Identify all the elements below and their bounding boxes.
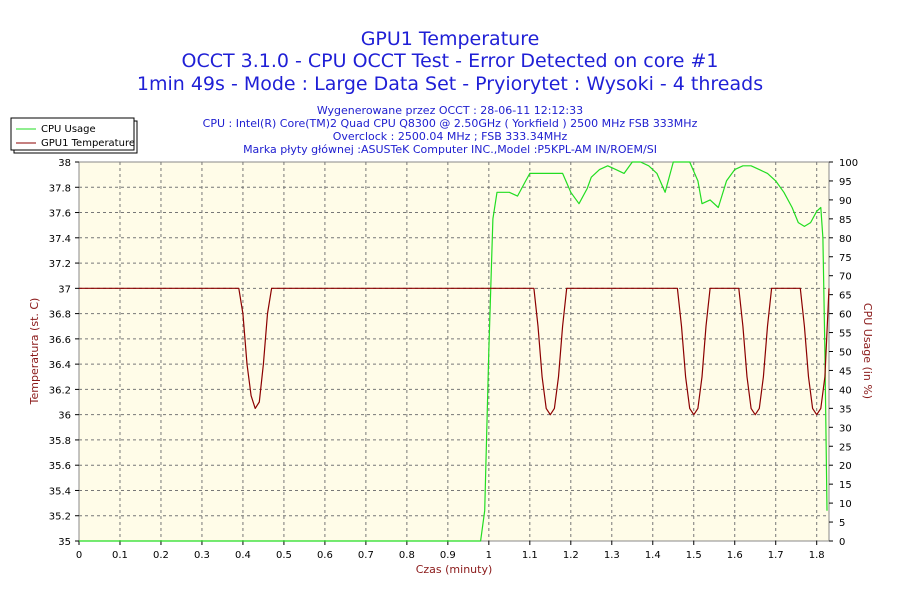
y-left-tick-label: 35.4	[49, 486, 71, 497]
y-right-tick-label: 30	[839, 423, 852, 434]
y-left-tick-label: 35.6	[49, 461, 71, 472]
y-left-tick-label: 37.4	[49, 234, 71, 245]
y-left-tick-label: 37.2	[49, 259, 71, 270]
series-line-gpu1-temperature	[79, 287, 830, 416]
y-axis-left-ticks: 35 35.2 35.4 35.6 35.8 36 36.2 36.4 36.6 36.8 37 37…	[49, 158, 79, 548]
y-right-tick-label: 65	[839, 291, 852, 302]
series-line-cpu-usage	[79, 161, 828, 542]
x-tick-label: 1.4	[645, 550, 661, 561]
y-axis-left-label: Temperatura (st. C)	[28, 298, 41, 406]
y-right-tick-label: 75	[839, 253, 852, 264]
plot-area	[78, 161, 830, 542]
chart-title: GPU1 Temperature	[361, 28, 540, 50]
x-tick-label: 0.4	[235, 550, 251, 561]
y-left-tick-label: 36	[58, 411, 71, 422]
chart-subtitle-2: 1min 49s - Mode : Large Data Set - Pryio…	[137, 73, 763, 95]
y-left-tick-label: 35.8	[49, 436, 71, 447]
y-left-tick-label: 36.6	[49, 335, 71, 346]
y-right-tick-label: 0	[839, 537, 845, 548]
x-tick-label: 1.5	[686, 550, 702, 561]
y-right-tick-label: 55	[839, 329, 852, 340]
legend-box	[10, 117, 135, 151]
x-tick-label: 0.9	[440, 550, 456, 561]
y-right-tick-label: 60	[839, 310, 852, 321]
x-tick-label: 0.1	[112, 550, 128, 561]
y-left-tick-label: 35.2	[49, 512, 71, 523]
y-right-tick-label: 70	[839, 272, 852, 283]
info-line-cpu: CPU : Intel(R) Core(TM)2 Quad CPU Q8300 …	[203, 117, 698, 130]
y-left-tick-label: 36.2	[49, 385, 71, 396]
x-tick-label: 0.3	[194, 550, 210, 561]
y-left-tick-label: 37.8	[49, 183, 71, 194]
legend: CPU Usage GPU1 Temperature	[10, 117, 138, 154]
x-tick-label: 0.2	[153, 550, 169, 561]
y-left-tick-label: 36.8	[49, 310, 71, 321]
x-tick-label: 0	[76, 550, 82, 561]
y-right-tick-label: 85	[839, 215, 852, 226]
x-tick-label: 0.8	[399, 550, 415, 561]
x-tick-label: 0.7	[358, 550, 374, 561]
x-tick-label: 1.8	[809, 550, 825, 561]
y-right-tick-label: 50	[839, 348, 852, 359]
y-right-tick-label: 5	[839, 518, 845, 529]
info-line-generated: Wygenerowane przez OCCT : 28-06-11 12:12…	[317, 104, 583, 117]
y-right-tick-label: 20	[839, 461, 852, 472]
x-tick-label: 1	[486, 550, 492, 561]
x-axis-label: Czas (minuty)	[416, 563, 493, 576]
titles: GPU1 Temperature OCCT 3.1.0 - CPU OCCT T…	[137, 28, 763, 156]
y-left-tick-label: 35	[58, 537, 71, 548]
chart-subtitle-1: OCCT 3.1.0 - CPU OCCT Test - Error Detec…	[182, 50, 719, 72]
y-left-tick-label: 37	[58, 284, 71, 295]
y-left-tick-label: 36.4	[49, 360, 71, 371]
y-right-tick-label: 90	[839, 196, 852, 207]
x-tick-label: 1.1	[522, 550, 538, 561]
y-right-tick-label: 95	[839, 177, 852, 188]
x-tick-label: 1.3	[604, 550, 620, 561]
info-line-overclock: Overclock : 2500.04 MHz ; FSB 333.34MHz	[333, 130, 568, 143]
y-right-tick-label: 10	[839, 499, 852, 510]
y-right-tick-label: 40	[839, 385, 852, 396]
x-axis-ticks: 0 0.1 0.2 0.3 0.4 0.5 0.6 0.7 0.8 0.9 1 1.1 1.2 1.3 1.…	[76, 541, 825, 561]
legend-label-cpu-usage: CPU Usage	[41, 124, 96, 135]
x-tick-label: 0.5	[276, 550, 292, 561]
x-tick-label: 1.7	[768, 550, 784, 561]
y-right-tick-label: 100	[839, 158, 858, 169]
y-right-tick-label: 15	[839, 480, 852, 491]
y-right-tick-label: 45	[839, 366, 852, 377]
x-tick-label: 1.2	[563, 550, 579, 561]
y-right-tick-label: 35	[839, 404, 852, 415]
x-tick-label: 0.6	[317, 550, 333, 561]
y-axis-right-ticks: 0 5 10 15 20 25 30 35 40 45 50 55 60 65 70 75 80 85 90 95 10…	[829, 158, 858, 548]
legend-label-gpu1-temperature: GPU1 Temperature	[41, 138, 135, 149]
y-axis-right-label: CPU Usage (in %)	[861, 303, 874, 399]
y-left-tick-label: 37.6	[49, 209, 71, 220]
y-left-tick-label: 38	[58, 158, 71, 169]
info-line-motherboard: Marka płyty głównej :ASUSTeK Computer IN…	[243, 143, 657, 156]
y-right-tick-label: 25	[839, 442, 852, 453]
y-right-tick-label: 80	[839, 234, 852, 245]
x-tick-label: 1.6	[727, 550, 743, 561]
series-layer	[79, 161, 830, 542]
